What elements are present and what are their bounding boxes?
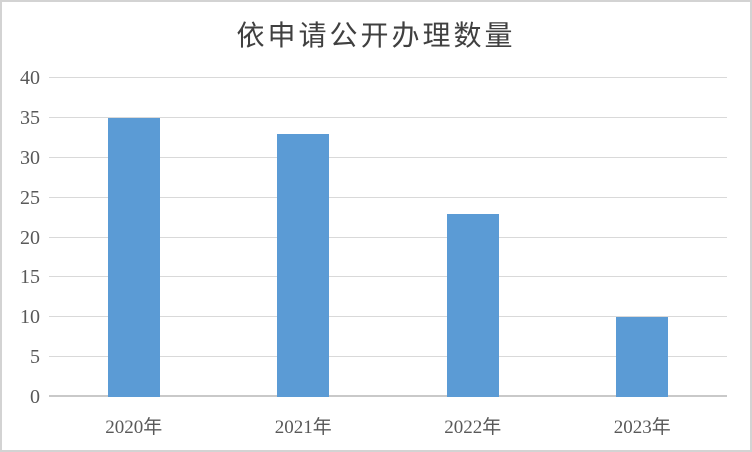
x-axis: 2020年 2021年 2022年 2023年 [49,406,727,439]
y-axis: 0 5 10 15 20 25 30 35 40 [2,68,40,407]
y-gridline [49,196,727,198]
bar-2022年 [446,213,499,397]
y-tick-label: 25 [20,186,40,209]
y-gridline [49,316,727,318]
y-tick-label: 40 [20,67,40,89]
y-gridline [49,356,727,358]
bar-2023年 [616,317,669,397]
bar-cell [558,78,728,397]
y-gridline [49,236,727,238]
y-tick-label: 35 [20,106,40,129]
y-tick-label: 30 [20,146,40,169]
x-axis-line [49,395,727,397]
x-tick-label: 2020年 [105,417,163,438]
plot-area [49,77,727,397]
y-tick-label: 5 [30,346,40,369]
y-gridline [49,77,727,78]
y-gridline [49,156,727,158]
bar-2021年 [277,133,330,397]
x-tick-label: 2022年 [444,417,502,438]
bar-cell [219,78,389,397]
x-tick-label: 2021年 [274,417,332,438]
bars [49,78,727,397]
chart-title: 依申请公开办理数量 [236,21,516,52]
bar-cell [49,78,219,397]
x-tick-label: 2023年 [613,417,671,438]
bar-cell [388,78,558,397]
y-tick-label: 10 [20,306,40,329]
y-tick-label: 20 [20,226,40,249]
bar-2020年 [107,117,160,397]
y-gridline [49,116,727,118]
y-gridline [49,276,727,278]
y-tick-label: 0 [30,386,40,408]
y-tick-label: 15 [20,266,40,289]
